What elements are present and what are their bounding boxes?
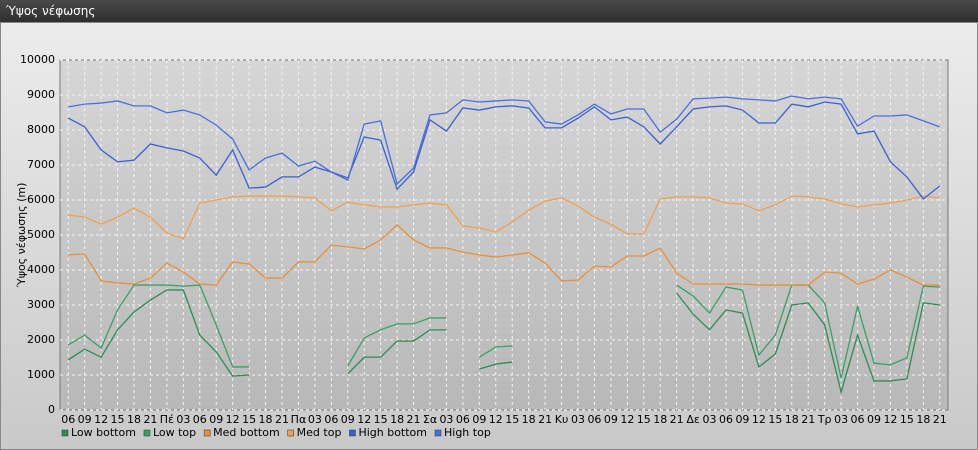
x-tick-label: 03 bbox=[571, 413, 585, 426]
x-tick-label: 18 bbox=[916, 413, 930, 426]
y-tick-label: 2000 bbox=[27, 333, 55, 346]
x-tick-label: 09 bbox=[472, 413, 486, 426]
x-tick-label: 06 bbox=[851, 413, 865, 426]
x-tick-label: 09 bbox=[867, 413, 881, 426]
x-tick-label: 09 bbox=[341, 413, 355, 426]
x-tick-label: 12 bbox=[226, 413, 240, 426]
y-tick-label: 10000 bbox=[20, 53, 55, 66]
legend-label: Low top bbox=[153, 426, 196, 439]
x-tick-label: 09 bbox=[604, 413, 618, 426]
x-tick-label: 15 bbox=[242, 413, 256, 426]
x-tick-label: 03 bbox=[439, 413, 453, 426]
x-tick-label: 03 bbox=[834, 413, 848, 426]
x-tick-label: 15 bbox=[505, 413, 519, 426]
x-tick-label: 06 bbox=[587, 413, 601, 426]
x-tick-label: 21 bbox=[670, 413, 684, 426]
x-tick-label: 18 bbox=[259, 413, 273, 426]
legend-marker bbox=[434, 429, 442, 437]
x-tick-label: 06 bbox=[193, 413, 207, 426]
x-tick-label: 09 bbox=[735, 413, 749, 426]
x-tick-label: 18 bbox=[127, 413, 141, 426]
y-tick-label: 1000 bbox=[27, 368, 55, 381]
x-tick-label: 15 bbox=[637, 413, 651, 426]
legend-label: Low bottom bbox=[71, 426, 136, 439]
y-axis-label: Ύψος νέφωσης (m) bbox=[15, 183, 28, 289]
legend-marker bbox=[61, 429, 69, 437]
x-tick-label: 09 bbox=[209, 413, 223, 426]
x-tick-label: Πα bbox=[291, 413, 307, 426]
x-tick-label: 12 bbox=[489, 413, 503, 426]
x-tick-label: Σα bbox=[423, 413, 437, 426]
y-tick-label: 8000 bbox=[27, 123, 55, 136]
x-tick-label: 18 bbox=[522, 413, 536, 426]
x-tick-label: 15 bbox=[900, 413, 914, 426]
x-tick-label: 21 bbox=[801, 413, 815, 426]
x-tick-label: 03 bbox=[176, 413, 190, 426]
y-tick-label: 9000 bbox=[27, 88, 55, 101]
x-tick-label: 18 bbox=[653, 413, 667, 426]
x-tick-label: 18 bbox=[390, 413, 404, 426]
x-tick-label: 12 bbox=[883, 413, 897, 426]
legend-label: Med bottom bbox=[213, 426, 280, 439]
x-tick-label: 15 bbox=[768, 413, 782, 426]
x-tick-label: 06 bbox=[61, 413, 75, 426]
y-tick-label: 7000 bbox=[27, 158, 55, 171]
series-line bbox=[68, 195, 940, 240]
legend-marker bbox=[349, 429, 356, 437]
x-tick-label: 12 bbox=[620, 413, 634, 426]
y-tick-label: 4000 bbox=[27, 263, 55, 276]
y-tick-label: 5000 bbox=[27, 228, 55, 241]
x-tick-label: 12 bbox=[357, 413, 371, 426]
series-line bbox=[68, 223, 940, 286]
legend-label: High top bbox=[444, 426, 491, 439]
x-tick-label: 21 bbox=[538, 413, 552, 426]
x-tick-label: Πέ bbox=[160, 413, 174, 426]
x-tick-label: Δε bbox=[686, 413, 700, 426]
x-tick-label: 21 bbox=[933, 413, 947, 426]
legend-label: High bottom bbox=[358, 426, 427, 439]
x-tick-label: 15 bbox=[374, 413, 388, 426]
legend-marker bbox=[287, 429, 294, 437]
x-tick-label: 21 bbox=[143, 413, 157, 426]
y-tick-label: 3000 bbox=[27, 298, 55, 311]
series-line bbox=[67, 289, 940, 395]
legend-marker bbox=[143, 429, 151, 437]
legend-marker bbox=[203, 429, 211, 437]
x-tick-label: 06 bbox=[719, 413, 733, 426]
x-tick-label: 21 bbox=[275, 413, 289, 426]
x-tick-label: 06 bbox=[456, 413, 470, 426]
x-tick-label: 03 bbox=[703, 413, 717, 426]
x-tick-label: 15 bbox=[111, 413, 125, 426]
chart: Ύψος νέφωσης (m) 0 1000 2000 3000 4000 5000 60… bbox=[0, 22, 978, 450]
legend-label: Med top bbox=[297, 426, 342, 439]
window-title: Ύψος νέφωσης bbox=[0, 0, 978, 22]
x-tick-label: 12 bbox=[752, 413, 766, 426]
x-tick-label: 06 bbox=[324, 413, 338, 426]
y-tick-label: 0 bbox=[48, 403, 55, 416]
series-line bbox=[68, 95, 940, 186]
x-tick-label: 09 bbox=[78, 413, 92, 426]
series-line bbox=[67, 101, 941, 200]
x-tick-label: 18 bbox=[785, 413, 799, 426]
y-tick-label: 6000 bbox=[27, 193, 55, 206]
x-tick-label: 03 bbox=[308, 413, 322, 426]
x-tick-label: 21 bbox=[407, 413, 421, 426]
x-tick-label: 12 bbox=[94, 413, 108, 426]
series-line bbox=[67, 284, 940, 379]
x-tick-label: Τρ bbox=[817, 413, 832, 426]
x-tick-label: Κυ bbox=[555, 413, 569, 426]
